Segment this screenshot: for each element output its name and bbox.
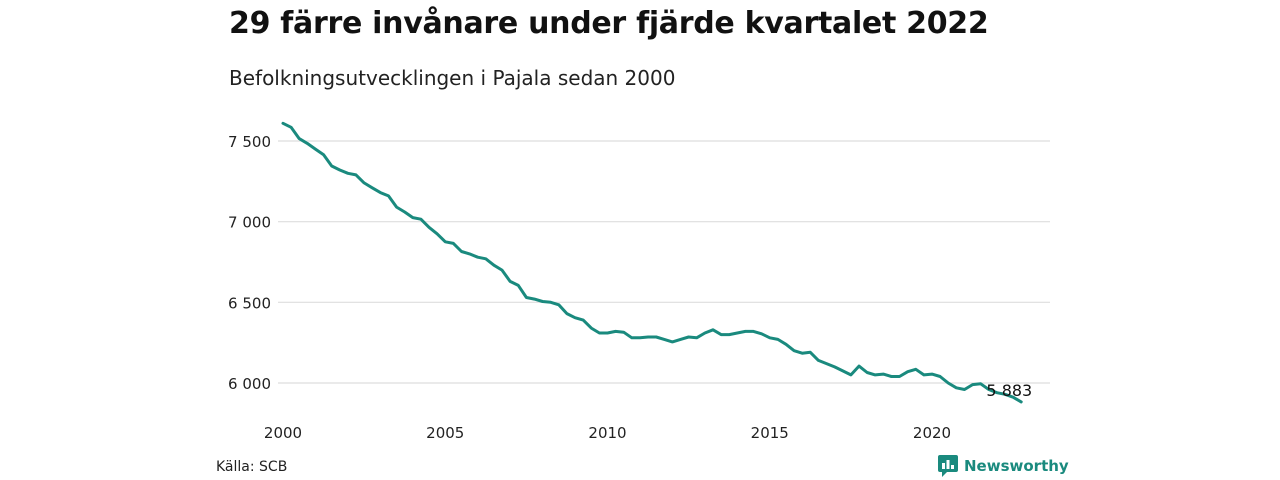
series-line bbox=[281, 121, 1023, 404]
source-note: Källa: SCB bbox=[216, 459, 288, 475]
x-tick-label: 2005 bbox=[426, 424, 464, 442]
y-tick-label: 6 000 bbox=[228, 375, 271, 393]
x-tick-label: 2015 bbox=[751, 424, 789, 442]
brand-logo[interactable]: Newsworthy bbox=[938, 455, 1069, 477]
y-tick-label: 6 500 bbox=[228, 294, 271, 312]
y-axis: 6 000 6 500 7 000 7 500 bbox=[228, 133, 271, 393]
grid bbox=[278, 140, 1050, 384]
y-tick-label: 7 500 bbox=[228, 133, 271, 151]
x-tick-label: 2020 bbox=[913, 424, 951, 442]
chart-title: 29 färre invånare under fjärde kvartalet… bbox=[229, 6, 989, 41]
y-tick-label: 7 000 bbox=[228, 214, 271, 232]
chart-subtitle: Befolkningsutvecklingen i Pajala sedan 2… bbox=[229, 66, 676, 90]
x-tick-label: 2000 bbox=[264, 424, 302, 442]
x-axis: 2000 2005 2010 2015 2020 bbox=[264, 424, 951, 442]
brand-name: Newsworthy bbox=[964, 457, 1069, 475]
x-tick-label: 2010 bbox=[588, 424, 626, 442]
data-labels: 5 883 bbox=[986, 381, 1032, 400]
series bbox=[281, 121, 1023, 404]
newsworthy-logo-icon bbox=[938, 455, 958, 477]
end-value-label: 5 883 bbox=[986, 381, 1032, 400]
